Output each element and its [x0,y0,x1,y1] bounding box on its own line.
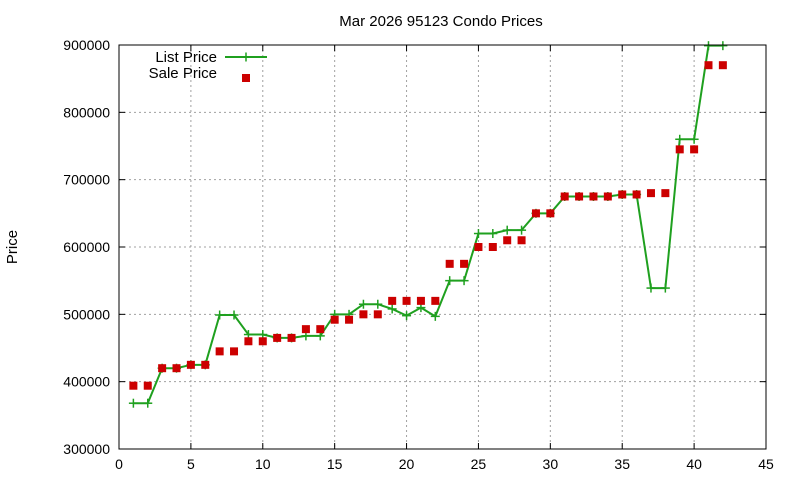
sale-price-point [287,333,296,342]
x-tick-label: 40 [686,456,702,472]
sale-price-point [589,192,598,201]
sale-price-point [618,190,627,199]
legend-label: Sale Price [149,65,217,82]
list-price-point [473,229,483,239]
y-axis-title: Price [4,230,21,264]
legend-square-swatch [242,74,250,82]
list-price-point [402,311,412,321]
sale-price-point [158,364,167,373]
list-price-point [373,299,383,309]
x-tick-label: 10 [255,456,271,472]
y-tick-label: 400000 [63,374,110,390]
sale-price-point [230,347,239,356]
sale-price-point [388,296,397,305]
list-price-point [689,134,699,144]
x-tick-label: 20 [399,456,415,472]
sale-price-point [244,337,253,346]
sale-price-point [474,243,483,251]
y-tick-label: 800000 [63,104,110,120]
list-price-point [143,398,153,408]
x-tick-label: 45 [758,456,774,472]
list-price-point [459,276,469,286]
sale-price-point [416,296,425,305]
list-price-point [215,310,225,320]
x-tick-label: 0 [115,456,123,472]
sale-price-point [258,337,267,346]
sale-price-point [330,315,339,324]
sale-price-point [718,61,727,70]
sale-price-point [186,360,195,369]
list-price-point [488,229,498,239]
sale-price-point [373,310,382,319]
sale-price-point [503,236,512,245]
sale-price-point [646,189,655,198]
legend-label: List Price [155,49,217,66]
y-tick-label: 300000 [63,441,110,457]
list-price-point [502,225,512,235]
x-tick-label: 25 [471,456,487,472]
grid [119,45,766,449]
list-price-point [718,41,728,51]
sale-price-point [172,364,181,373]
sale-price-point [632,190,641,199]
y-tick-label: 900000 [63,37,110,53]
sale-price-point [560,192,569,201]
sale-price-point [517,236,526,245]
list-price-point [430,311,440,321]
x-tick-label: 35 [614,456,630,472]
sale-price-point [546,209,555,218]
axes: 0 5 10 15 20 25 30 35 40 45 300000 400000 500000 6000… [63,37,774,472]
sale-price-point [488,243,497,251]
y-tick-label: 700000 [63,172,110,188]
sale-price-point [531,209,540,218]
sale-price-point [575,192,584,201]
legend-plus-swatch [241,52,251,62]
sale-price-point [675,145,684,154]
sale-price-point [431,296,440,305]
x-tick-label: 30 [543,456,559,472]
list-price-point [646,283,656,293]
sale-price-point [690,145,699,154]
list-price-point [703,41,713,51]
x-tick-label: 15 [327,456,343,472]
list-price-point [229,310,239,320]
sale-price-point [273,333,282,342]
list-price-point [675,134,685,144]
series-layer [128,41,728,408]
y-tick-label: 600000 [63,239,110,255]
list-price-point [387,304,397,314]
sale-price-point [704,61,713,70]
sale-price-point [359,310,368,319]
x-tick-label: 5 [187,456,195,472]
sale-price-point [402,296,411,305]
chart-title: Mar 2026 95123 Condo Prices [339,13,542,30]
y-tick-label: 500000 [63,306,110,322]
sale-price-point [215,347,224,356]
sale-price-point [301,325,310,334]
list-price-point [358,299,368,309]
sale-price-point [460,259,469,268]
sale-price-point [445,259,454,268]
sale-price-point [661,189,670,198]
list-price-point [128,398,138,408]
sale-price-point [603,192,612,201]
sale-price-point [143,381,152,390]
sale-price-point [316,325,325,334]
sale-price-point [129,381,138,390]
sale-price-point [201,360,210,369]
list-price-point [517,225,527,235]
list-price-point [445,276,455,286]
sale-price-point [345,315,354,324]
list-price-point [660,283,670,293]
